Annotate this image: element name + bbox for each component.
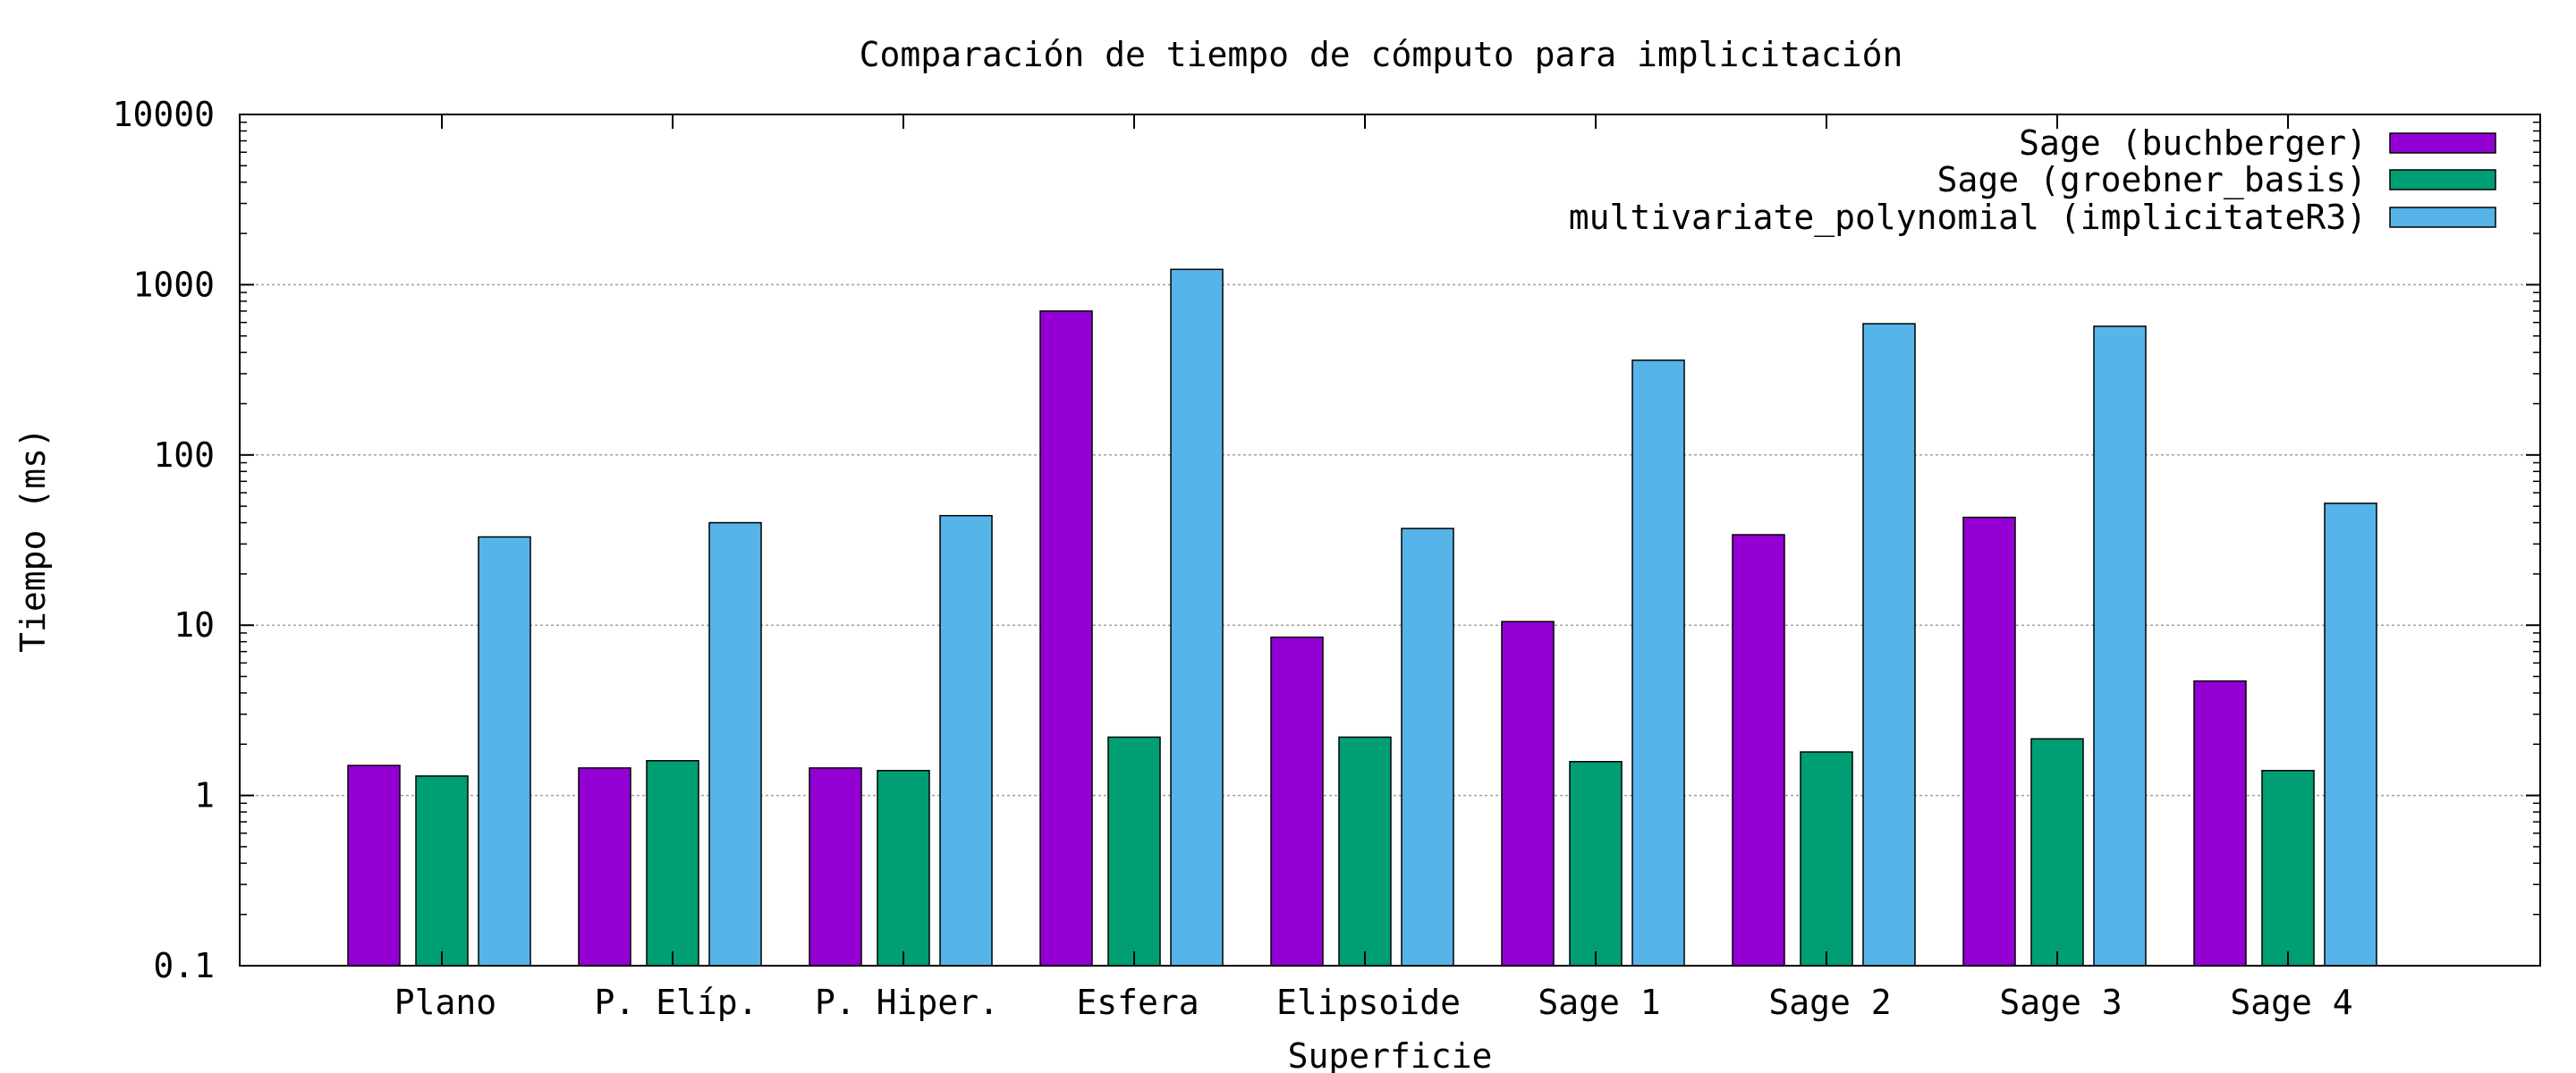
bar-0-2 xyxy=(809,767,862,967)
legend-swatch-0 xyxy=(2389,132,2496,154)
y-tick-label: 10000 xyxy=(113,95,215,134)
x-tick-label: P. Hiper. xyxy=(815,983,999,1022)
plot-frame xyxy=(239,114,2541,967)
y-axis: 0.1 1 10 100 1000 10000 xyxy=(113,95,2540,985)
bar-2-6 xyxy=(1862,323,1916,967)
x-axis-label: Superficie xyxy=(1288,1036,1493,1073)
legend-swatch-2 xyxy=(2389,207,2496,228)
y-tick-label: 1 xyxy=(194,776,215,815)
bar-1-2 xyxy=(877,770,930,967)
x-tick-label: Sage 3 xyxy=(1999,983,2122,1022)
bar-2-8 xyxy=(2324,503,2377,967)
legend-label-0: Sage (buchberger) xyxy=(2019,123,2367,163)
bar-1-8 xyxy=(2261,770,2315,967)
y-tick-label: 1000 xyxy=(132,265,215,304)
bar-0-0 xyxy=(347,765,401,967)
bar-2-7 xyxy=(2093,325,2147,967)
x-tick-label: Elipsoide xyxy=(1276,983,1461,1022)
bar-2-0 xyxy=(478,536,531,967)
bar-2-4 xyxy=(1401,528,1454,967)
bar-0-5 xyxy=(1501,621,1555,967)
bar-0-8 xyxy=(2193,680,2247,967)
x-tick-label: Sage 2 xyxy=(1768,983,1891,1022)
bar-2-1 xyxy=(708,521,762,967)
chart-title: Comparación de tiempo de cómputo para im… xyxy=(860,35,1903,74)
x-tick-label: Sage 1 xyxy=(1538,983,1660,1022)
bar-0-1 xyxy=(578,767,631,967)
bar-0-4 xyxy=(1270,636,1324,967)
x-tick-label: P. Elíp. xyxy=(594,983,758,1022)
y-tick-label: 0.1 xyxy=(153,946,215,985)
bars-group xyxy=(347,268,2377,967)
bar-1-0 xyxy=(415,775,469,967)
bar-1-4 xyxy=(1338,736,1392,967)
y-tick-label: 100 xyxy=(153,435,215,475)
bar-0-6 xyxy=(1732,534,1785,967)
bar-1-5 xyxy=(1569,761,1623,967)
y-tick-label: 10 xyxy=(174,605,215,645)
bar-2-2 xyxy=(939,514,993,967)
bar-0-7 xyxy=(1962,516,2016,967)
bar-1-7 xyxy=(2030,738,2084,967)
x-tick-label: Sage 4 xyxy=(2230,983,2352,1022)
bar-2-5 xyxy=(1631,359,1685,967)
legend-label-2: multivariate_polynomial (implicitateR3) xyxy=(1569,198,2367,238)
y-axis-label: Tiempo (ms) xyxy=(13,427,53,653)
x-tick-label: Plano xyxy=(394,983,496,1022)
bar-1-6 xyxy=(1800,751,1853,967)
bar-1-3 xyxy=(1107,736,1161,967)
bar-0-3 xyxy=(1039,310,1093,967)
legend-label-1: Sage (groebner_basis) xyxy=(1937,160,2367,200)
bar-1-1 xyxy=(646,759,699,967)
x-axis: Plano P. Elíp. P. Hiper. Esfera Elipsoide Sag… xyxy=(394,114,2353,1022)
bar-2-3 xyxy=(1170,268,1224,967)
legend: Sage (buchberger)Sage (groebner_basis)mu… xyxy=(1569,123,2496,238)
legend-swatch-1 xyxy=(2389,169,2496,190)
x-tick-label: Esfera xyxy=(1076,983,1199,1022)
